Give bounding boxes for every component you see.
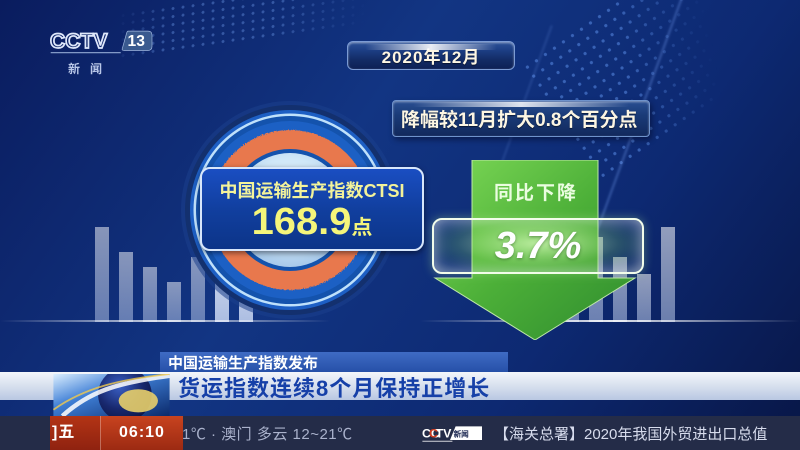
svg-text:新闻: 新闻 — [454, 429, 470, 439]
svg-text:CCTV: CCTV — [50, 30, 107, 53]
svg-text:TV: TV — [436, 427, 453, 441]
svg-text:13: 13 — [128, 33, 146, 50]
svg-text:C: C — [429, 427, 438, 441]
